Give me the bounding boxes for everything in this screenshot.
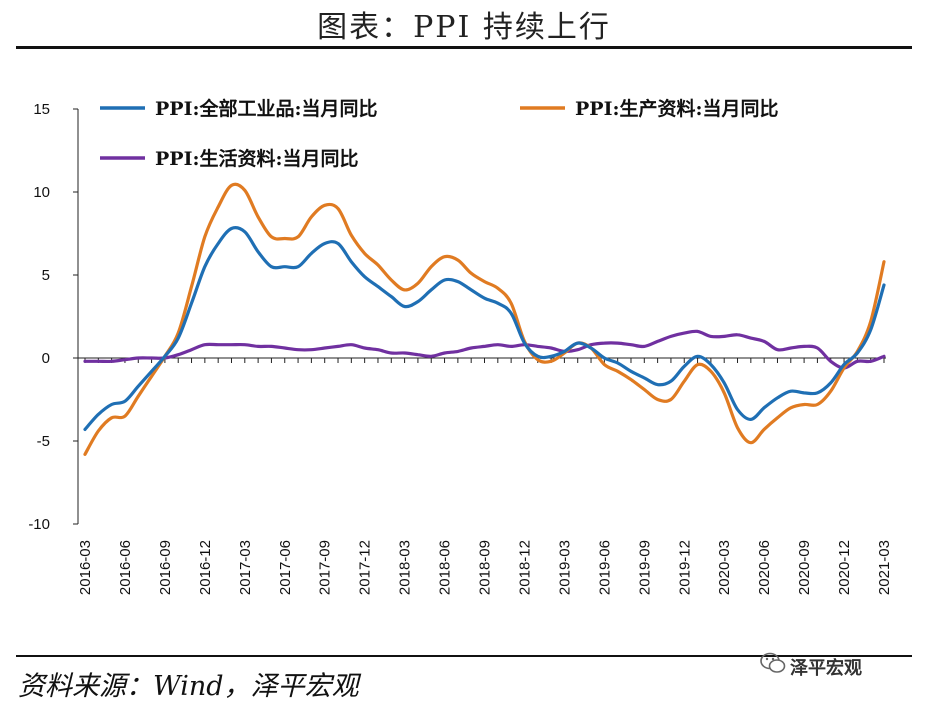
y-tick-label: -10 xyxy=(28,516,50,533)
x-tick-label: 2019-03 xyxy=(556,540,573,595)
page-title: 图表：PPI 持续上行 xyxy=(317,10,611,45)
series-layer xyxy=(83,182,886,456)
x-tick-label: 2019-12 xyxy=(676,540,693,595)
x-tick-label: 2017-03 xyxy=(237,540,254,595)
x-tick-label: 2016-06 xyxy=(117,540,134,595)
legend-label: PPI:生活资料:当月同比 xyxy=(155,147,359,170)
x-tick-label: 2019-09 xyxy=(636,540,653,595)
y-tick-label: 10 xyxy=(33,184,50,201)
legend-item-all-industrial: PPI:全部工业品:当月同比 xyxy=(100,97,378,120)
y-tick-label: 15 xyxy=(33,101,50,118)
x-tick-label: 2020-03 xyxy=(716,540,733,595)
x-axis: 2016-03 2016-06 2016-09 2016-12 2017-03 2017-… xyxy=(77,357,893,595)
legend: PPI:全部工业品:当月同比 PPI:生产资料:当月同比 PPI:生活资料:当月同比 xyxy=(100,97,779,170)
x-tick-label: 2019-06 xyxy=(596,540,613,595)
x-tick-label: 2020-06 xyxy=(756,540,773,595)
x-tick-label: 2018-09 xyxy=(477,540,494,595)
x-tick-label: 2020-12 xyxy=(836,540,853,595)
series-line-consumer-goods xyxy=(83,329,886,370)
wechat-icon xyxy=(760,652,786,673)
x-tick-label: 2021-03 xyxy=(876,540,893,595)
y-axis: -10 -5 0 5 10 15 xyxy=(28,101,79,533)
series-line-production-materials xyxy=(83,182,886,456)
y-tick-label: 0 xyxy=(42,350,50,367)
x-tick-label: 2016-12 xyxy=(197,540,214,595)
watermark: 泽平宏观 xyxy=(790,658,862,679)
x-tick-label: 2016-09 xyxy=(157,540,174,595)
x-tick-label: 2017-12 xyxy=(357,540,374,595)
title-divider xyxy=(16,46,912,49)
legend-label: PPI:全部工业品:当月同比 xyxy=(155,97,378,120)
x-tick-label: 2018-03 xyxy=(397,540,414,595)
legend-label: PPI:生产资料:当月同比 xyxy=(575,97,779,120)
source-note: 资料来源：Wind，泽平宏观 xyxy=(18,671,359,702)
x-tick-label: 2018-12 xyxy=(516,540,533,595)
x-tick-label: 2020-09 xyxy=(796,540,813,595)
y-tick-label: 5 xyxy=(42,267,50,284)
line-chart: -10 -5 0 5 10 15 2016-03 2016-06 2016-09 2016-12… xyxy=(28,97,893,595)
y-tick-label: -5 xyxy=(37,433,50,450)
x-tick-label: 2016-03 xyxy=(77,540,94,595)
x-tick-label: 2018-06 xyxy=(437,540,454,595)
series-line-all-industrial xyxy=(83,226,886,431)
x-tick-label: 2017-09 xyxy=(317,540,334,595)
x-tick-label: 2017-06 xyxy=(277,540,294,595)
legend-item-consumer-goods: PPI:生活资料:当月同比 xyxy=(100,147,359,170)
legend-item-production-materials: PPI:生产资料:当月同比 xyxy=(520,97,779,120)
footer-divider xyxy=(16,655,912,657)
